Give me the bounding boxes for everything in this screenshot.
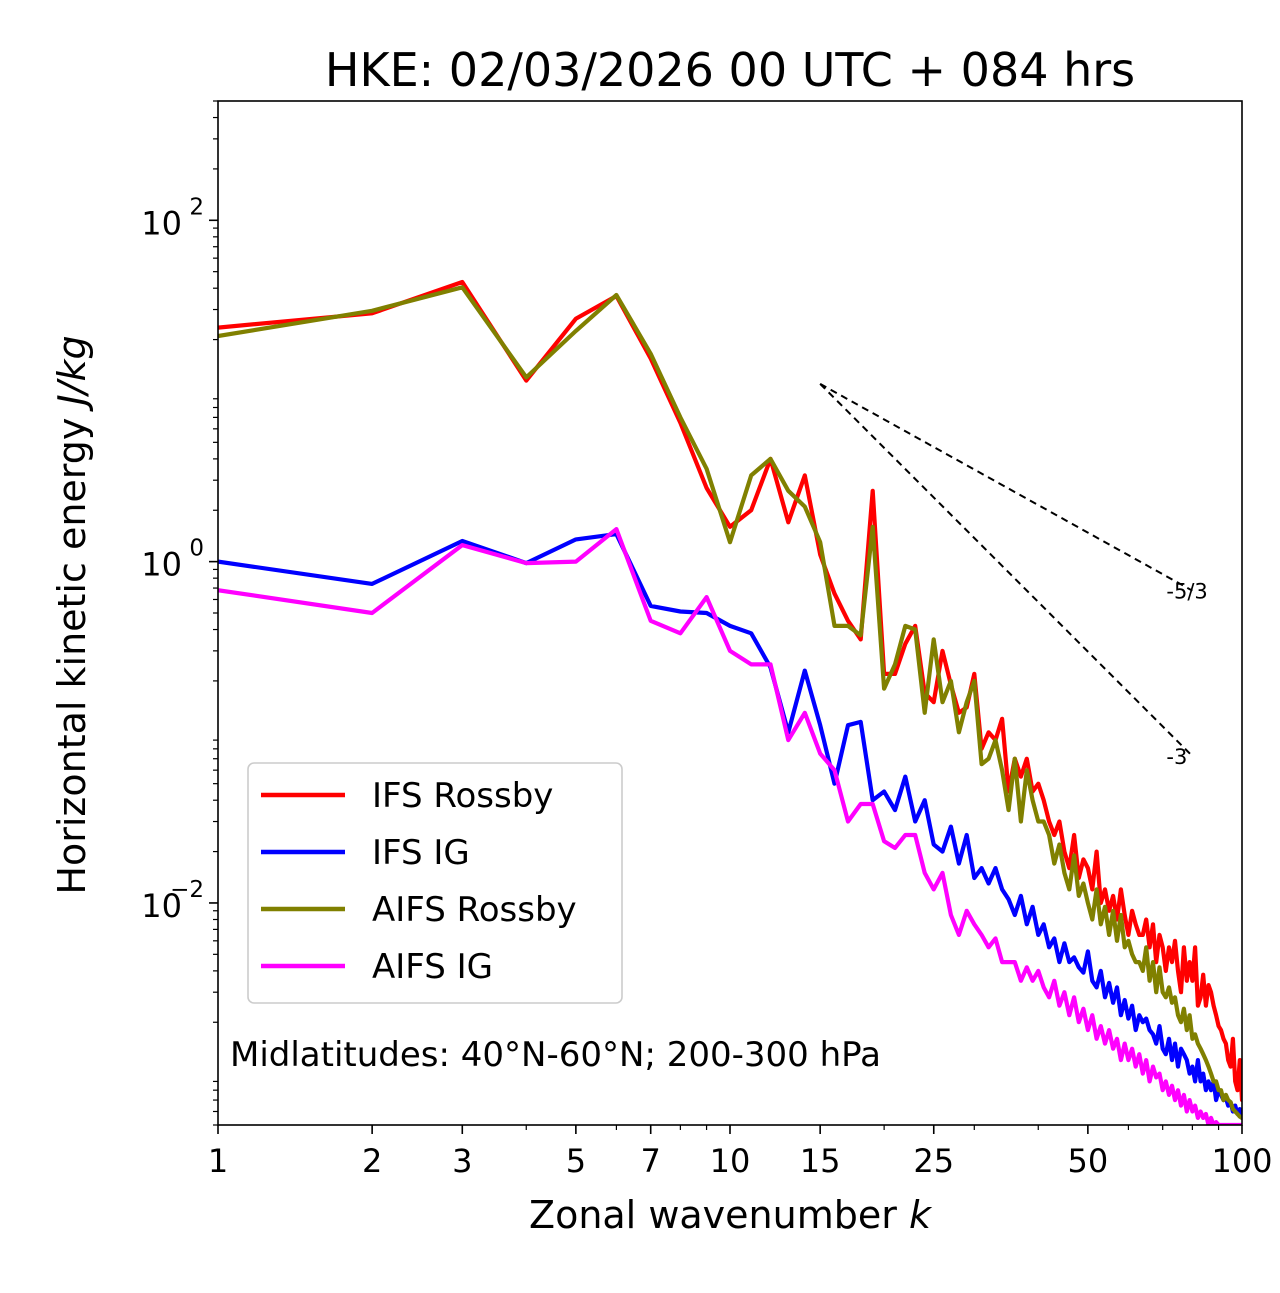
y-tick-label: 10 <box>141 546 182 584</box>
y-axis-label-text: Horizontal kinetic energy <box>50 406 94 895</box>
y-tick-exponent: −2 <box>170 877 204 903</box>
y-tick-exponent: 2 <box>189 194 204 220</box>
series-line-aifs-ig <box>218 526 1242 1125</box>
x-axis-label-text: Zonal wavenumber <box>529 1193 909 1237</box>
slope-line <box>819 383 1193 592</box>
legend-box <box>247 762 623 1004</box>
x-tick-label: 25 <box>913 1142 954 1180</box>
plot-series <box>218 279 1242 1125</box>
legend-label: AIFS Rossby <box>372 890 577 930</box>
x-tick-label: 3 <box>452 1142 472 1180</box>
y-axis-label: Horizontal kinetic energy J/kg <box>50 335 94 894</box>
x-tick-label: 10 <box>710 1142 751 1180</box>
x-tick-label: 2 <box>362 1142 382 1180</box>
y-tick-label: 10 <box>141 204 182 242</box>
x-axis-label: Zonal wavenumber k <box>529 1193 933 1237</box>
legend-label: AIFS IG <box>372 947 493 987</box>
y-axis-ticks: 10 210 010−2 <box>141 194 218 925</box>
x-tick-label: 100 <box>1211 1142 1272 1180</box>
x-tick-label: 50 <box>1068 1142 1109 1180</box>
y-tick-exponent: 0 <box>189 536 204 562</box>
x-axis-ticks: 1 2 3 5 7 10 15 25 50 100 <box>208 1125 1273 1180</box>
chart-title: HKE: 02/03/2026 00 UTC + 084 hrs <box>325 43 1135 97</box>
y-tick-label: 10 <box>141 887 182 925</box>
legend: IFS Rossby IFS IG AIFS Rossby AIFS IG <box>247 762 623 1004</box>
series-line-aifs-rossby <box>218 285 1242 1121</box>
slope-label: -5/3 <box>1166 580 1207 604</box>
x-tick-label: 1 <box>208 1142 228 1180</box>
legend-label: IFS IG <box>372 833 470 873</box>
slope-label: -3 <box>1166 745 1187 769</box>
slope-line <box>819 383 1194 757</box>
x-tick-label: 7 <box>641 1142 661 1180</box>
reference-slope-lines: -5/3 -3 <box>819 383 1208 769</box>
x-axis-label-var: k <box>909 1193 933 1237</box>
x-tick-label: 15 <box>800 1142 841 1180</box>
y-axis-label-unit: J/kg <box>50 335 94 412</box>
legend-label: IFS Rossby <box>372 776 553 816</box>
minor-ticks <box>213 100 1220 1130</box>
plot-frame <box>217 100 1243 1126</box>
x-tick-label: 5 <box>566 1142 586 1180</box>
region-annotation: Midlatitudes: 40°N-60°N; 200-300 hPa <box>230 1035 881 1075</box>
series-line-ifs-ig <box>218 531 1242 1121</box>
